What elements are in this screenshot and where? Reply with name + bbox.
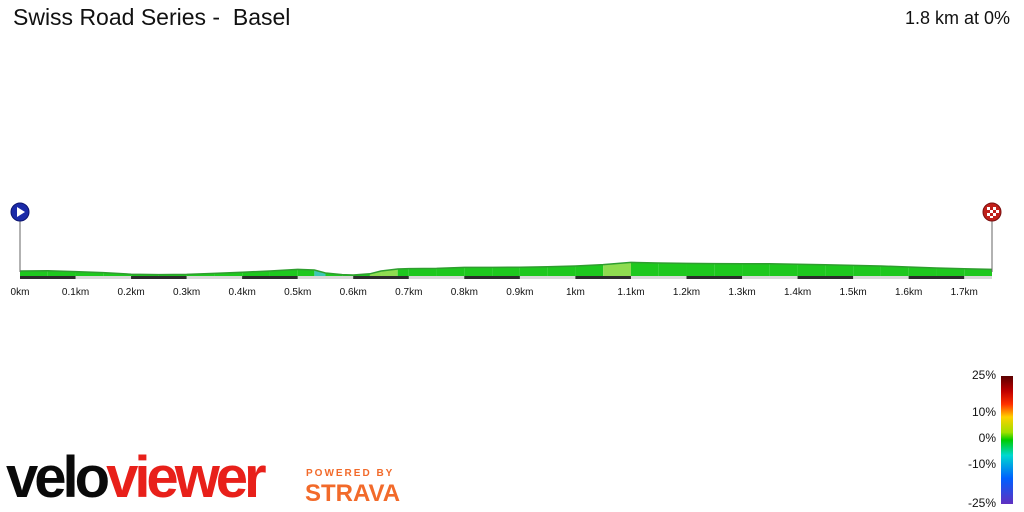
axis-band bbox=[797, 276, 854, 279]
legend-label-minus-25: -25% bbox=[967, 496, 996, 510]
legend-label-25: 25% bbox=[971, 368, 996, 382]
axis-band bbox=[353, 276, 409, 279]
gradient-color-bar bbox=[1001, 376, 1013, 504]
x-tick-label: 0.9km bbox=[506, 287, 534, 298]
axis-band bbox=[853, 276, 909, 279]
axis-band bbox=[75, 276, 132, 279]
axis-band bbox=[630, 276, 687, 279]
elevation-segment bbox=[769, 263, 798, 279]
legend-label-10: 10% bbox=[971, 405, 996, 419]
elevation-segment bbox=[742, 263, 770, 279]
x-tick-label: 0.2km bbox=[117, 287, 145, 298]
axis-band bbox=[575, 276, 631, 279]
x-tick-label: 1.5km bbox=[839, 287, 867, 298]
axis-band bbox=[686, 276, 743, 279]
axis-band bbox=[297, 276, 354, 279]
x-tick-label: 1.6km bbox=[895, 287, 923, 298]
elevation-segment bbox=[797, 264, 826, 279]
axis-band bbox=[131, 276, 187, 279]
x-tick-label: 0.8km bbox=[450, 287, 478, 298]
x-tick-label: 0.4km bbox=[228, 287, 256, 298]
powered-by-label: POWERED BY bbox=[306, 468, 395, 479]
gradient-legend: 25% 10% 0% -10% -25% bbox=[960, 368, 1024, 512]
axis-band bbox=[519, 276, 576, 279]
x-tick-label: 0.5km bbox=[284, 287, 312, 298]
elevation-segment bbox=[658, 263, 687, 279]
page-title: Swiss Road Series - Basel bbox=[13, 4, 291, 30]
logo-velo: velo bbox=[6, 445, 110, 510]
x-tick-label: 0.7km bbox=[395, 287, 423, 298]
elevation-segment bbox=[825, 264, 854, 279]
axis-band bbox=[908, 276, 965, 279]
elevation-segment bbox=[575, 264, 604, 279]
x-tick-label: 1km bbox=[565, 287, 585, 298]
start-flag-icon[interactable] bbox=[10, 202, 30, 222]
legend-label-0: 0% bbox=[978, 431, 996, 445]
x-tick-label: 1.4km bbox=[783, 287, 812, 298]
legend-label-minus-10: -10% bbox=[967, 457, 996, 471]
elevation-segment bbox=[547, 266, 576, 279]
strava-logo[interactable]: STRAVA bbox=[305, 480, 401, 507]
elevation-line bbox=[19, 261, 993, 276]
elevation-segment bbox=[519, 266, 548, 279]
elevation-segment bbox=[853, 265, 881, 279]
axis-band bbox=[464, 276, 520, 279]
logo-viewer: viewer bbox=[106, 445, 267, 510]
x-tick-label: 0.6km bbox=[339, 287, 367, 298]
axis-band bbox=[408, 276, 465, 279]
elevation-segment bbox=[630, 262, 659, 279]
route-markers bbox=[10, 202, 1002, 272]
axis-band bbox=[242, 276, 298, 279]
elevation-segment bbox=[714, 263, 743, 279]
veloviewer-logo[interactable]: veloviewer bbox=[6, 445, 267, 510]
axis-band bbox=[964, 276, 992, 279]
x-tick-label: 1.3km bbox=[728, 287, 756, 298]
axis-band bbox=[742, 276, 798, 279]
route-summary: 1.8 km at 0% bbox=[904, 8, 1010, 28]
x-axis bbox=[20, 276, 992, 279]
x-tick-label: 0km bbox=[10, 287, 30, 298]
x-tick-label: 1.1km bbox=[617, 287, 645, 298]
finish-flag-icon[interactable] bbox=[982, 202, 1002, 222]
elevation-segment bbox=[686, 263, 715, 279]
x-tick-label: 1.2km bbox=[672, 287, 701, 298]
x-tick-label: 0.1km bbox=[61, 287, 90, 298]
axis-band bbox=[20, 276, 76, 279]
axis-band bbox=[186, 276, 243, 279]
x-tick-label: 1.7km bbox=[950, 287, 978, 298]
elevation-segment bbox=[603, 262, 631, 279]
x-tick-label: 0.3km bbox=[173, 287, 201, 298]
elevation-segment bbox=[880, 266, 909, 279]
